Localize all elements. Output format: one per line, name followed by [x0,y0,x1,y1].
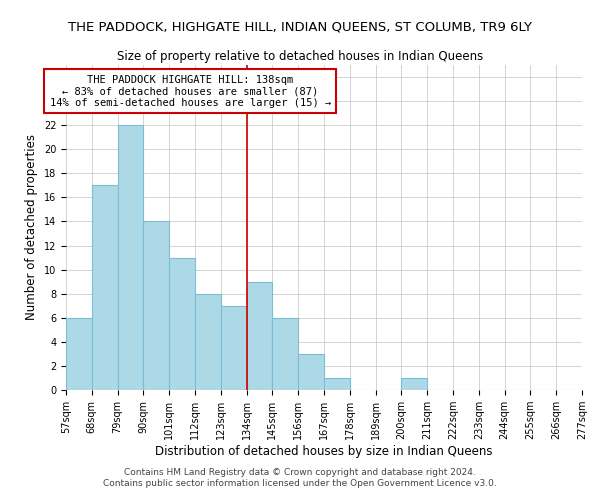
Bar [92,186,118,390]
Text: THE PADDOCK, HIGHGATE HILL, INDIAN QUEENS, ST COLUMB, TR9 6LY: THE PADDOCK, HIGHGATE HILL, INDIAN QUEEN… [68,20,532,33]
Text: Contains HM Land Registry data © Crown copyright and database right 2024.
Contai: Contains HM Land Registry data © Crown c… [103,468,497,487]
Bar [169,258,195,390]
Text: Size of property relative to detached houses in Indian Queens: Size of property relative to detached ho… [117,50,483,63]
Bar [298,354,324,390]
Bar [324,378,350,390]
Bar [247,282,272,390]
Bar [272,318,298,390]
Bar [66,318,92,390]
Bar [401,378,427,390]
Bar [118,125,143,390]
Text: THE PADDOCK HIGHGATE HILL: 138sqm
← 83% of detached houses are smaller (87)
14% : THE PADDOCK HIGHGATE HILL: 138sqm ← 83% … [50,74,331,108]
Bar [195,294,221,390]
X-axis label: Distribution of detached houses by size in Indian Queens: Distribution of detached houses by size … [155,445,493,458]
Bar [143,222,169,390]
Y-axis label: Number of detached properties: Number of detached properties [25,134,38,320]
Bar [221,306,247,390]
